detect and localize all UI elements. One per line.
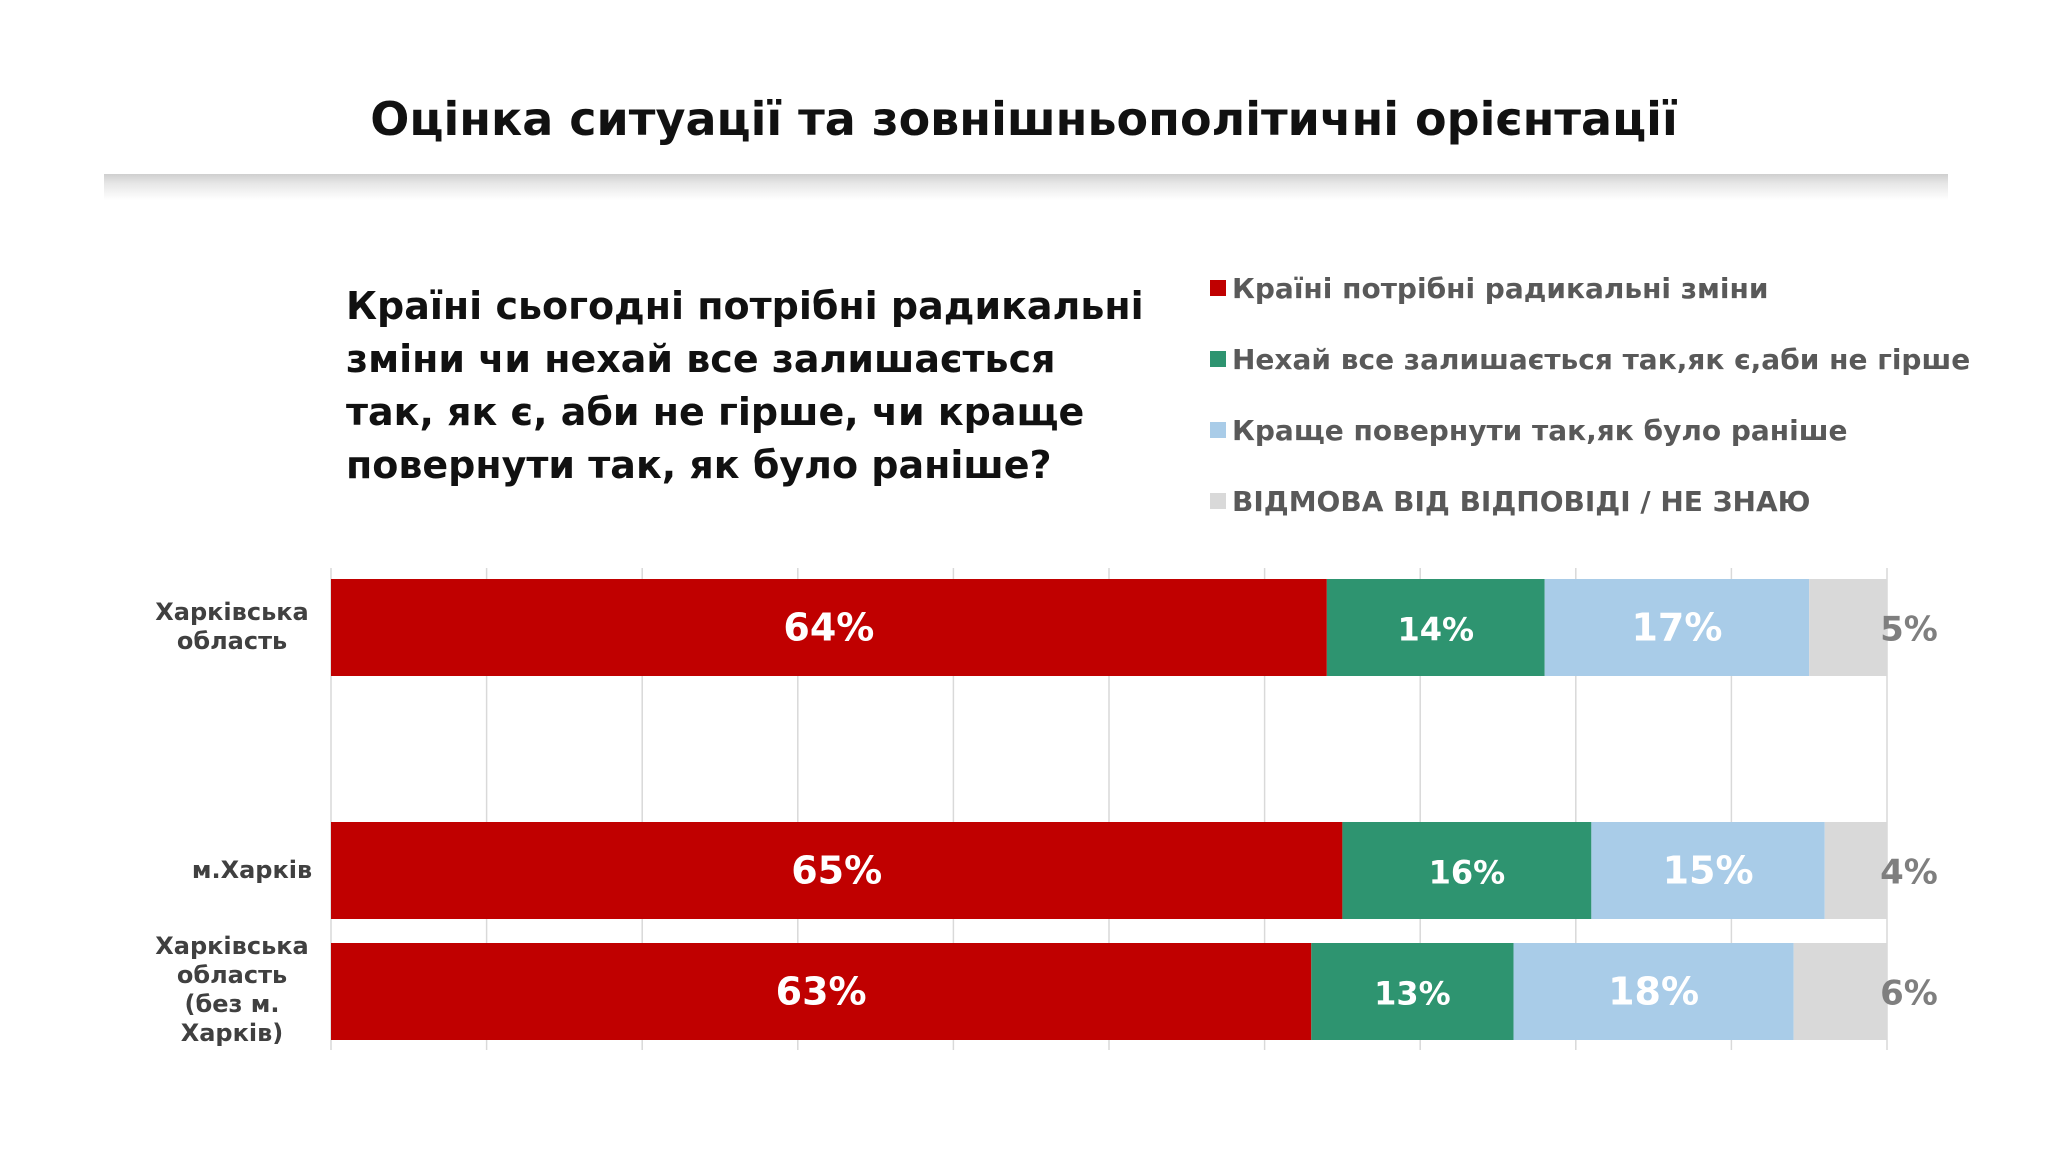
data-label: 63% [776, 970, 867, 1014]
legend-item-radical-changes: Країні потрібні радикальні зміни [1210, 272, 1769, 305]
title-divider [104, 174, 1948, 200]
bar-segment [1793, 943, 1887, 1040]
bar-segment [1809, 579, 1887, 676]
data-label: 16% [1429, 854, 1506, 892]
legend-label: Нехай все залишається так,як є,аби не гі… [1232, 343, 1971, 376]
legend-item-return-to-past: Краще повернути так,як було раніше [1210, 414, 1847, 447]
bar-segment [1544, 579, 1810, 676]
data-label: 65% [791, 849, 882, 893]
legend-item-no-answer: ВІДМОВА ВІД ВІДПОВІДІ / НЕ ЗНАЮ [1210, 485, 1811, 518]
bar-segment [331, 943, 1312, 1040]
bar-segment [1824, 822, 1887, 919]
legend-swatch [1210, 351, 1226, 367]
bar-segment [1342, 822, 1592, 919]
data-label: 4% [1880, 853, 1938, 893]
bar-segment [1311, 943, 1514, 1040]
bar-segment [1513, 943, 1794, 1040]
data-label: 13% [1374, 975, 1451, 1013]
legend-label: ВІДМОВА ВІД ВІДПОВІДІ / НЕ ЗНАЮ [1232, 485, 1811, 518]
bar-segment [331, 579, 1327, 676]
data-label: 5% [1880, 610, 1938, 650]
legend-swatch [1210, 422, 1226, 438]
legend-label: Краще повернути так,як було раніше [1232, 414, 1848, 447]
category-label-oblast-without-city: Харківська область (без м. Харків) [155, 932, 309, 1047]
data-label: 15% [1663, 849, 1754, 893]
bar-segment [1326, 579, 1545, 676]
bar-segment [1591, 822, 1825, 919]
category-label-kharkiv-oblast: Харківська область [155, 598, 309, 655]
legend-swatch [1210, 493, 1226, 509]
data-label: 18% [1608, 970, 1699, 1014]
bar-segment [331, 822, 1343, 919]
category-label-kharkiv-city: м.Харків [191, 856, 313, 884]
data-label: 17% [1631, 606, 1722, 650]
data-label: 6% [1880, 974, 1938, 1014]
legend-swatch [1210, 280, 1226, 296]
legend-item-keep-as-is: Нехай все залишається так,як є,аби не гі… [1210, 343, 1970, 376]
data-label: 14% [1397, 611, 1474, 649]
data-label: 64% [783, 606, 874, 650]
page-title: Оцінка ситуації та зовнішньополітичні ор… [370, 92, 1678, 146]
survey-question: Країні сьогодні потрібні радикальні змін… [346, 284, 1144, 487]
legend-label: Країні потрібні радикальні зміни [1232, 272, 1769, 305]
